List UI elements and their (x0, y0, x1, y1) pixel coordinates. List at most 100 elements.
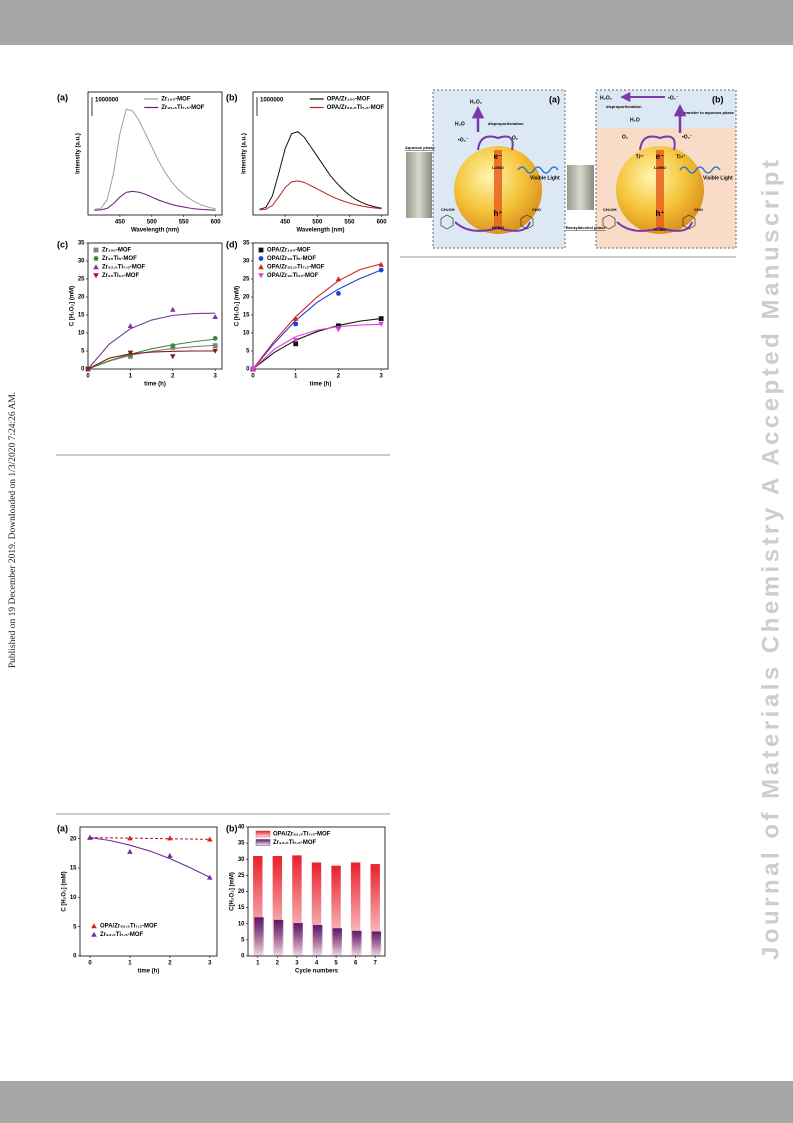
marker (378, 261, 384, 267)
legend-swatch (93, 247, 99, 253)
schematic-a: (a) H₂O₂ H₂O disproportionation •O₂⁻ O₂ … (405, 89, 566, 249)
label: H₂O₂ (600, 95, 612, 101)
bar (292, 855, 302, 956)
marker (212, 343, 218, 348)
x-tick-label: 450 (115, 220, 126, 226)
marker (127, 848, 133, 854)
x-tick-label: 2 (276, 961, 280, 967)
panel-label: (c) (57, 239, 68, 249)
x-axis-title: Wavelength (nm) (296, 228, 344, 234)
panel-border (595, 89, 737, 249)
label: LUMO (492, 165, 504, 170)
marker (212, 348, 219, 354)
label: Benzylalcohol phase (566, 225, 606, 230)
line (94, 190, 216, 211)
y-axis-title: Intensity (a.u.) (242, 133, 248, 174)
legend-label: OPA/Zr₉₂.₅Ti₇.₅-MOF (100, 924, 158, 930)
y-axis-title: Intensity (a.u.) (76, 133, 82, 174)
marker (378, 316, 384, 321)
bar (272, 856, 283, 956)
marker (167, 835, 173, 841)
fit-line (252, 323, 382, 370)
x-tick-label: 5 (334, 961, 338, 967)
label: H₂O (455, 121, 465, 127)
y-tick-label: 20 (238, 889, 245, 895)
x-tick-label: 3 (295, 961, 299, 967)
y-tick-label: 0 (241, 954, 245, 960)
ring (520, 214, 534, 230)
y-axis-title: C [H₂O₂] (mM) (235, 286, 241, 326)
legend-label: Zr₉₅Ti₅-MOF (102, 256, 137, 262)
x-tick-label: 550 (179, 220, 190, 226)
bar (331, 865, 341, 956)
vial (567, 165, 594, 210)
legend-label: OPA/Zr₉₂.₅Ti₇.₅-MOF (273, 832, 331, 838)
x-tick-label: 2 (168, 961, 172, 967)
label: •O₂⁻ (668, 95, 679, 101)
line (94, 108, 216, 210)
y-tick-label: 5 (246, 349, 250, 355)
bar (352, 930, 362, 956)
fit-line (87, 338, 216, 370)
x-tick-label: 1 (256, 961, 260, 967)
y-tick-label: 5 (241, 937, 245, 943)
marker (292, 338, 299, 343)
x-axis-title: Wavelength (nm) (131, 228, 179, 234)
y-axis-title: C [H₂O₂] (mM) (70, 286, 76, 326)
label: transfer to aqueous phase (684, 110, 735, 115)
marker (335, 276, 342, 282)
y-tick-label: 30 (243, 259, 250, 265)
legend-swatch (93, 273, 99, 279)
bar (350, 862, 361, 956)
y-tick-label: 0 (81, 367, 85, 373)
y-tick-label: 40 (238, 825, 245, 831)
legend-label: OPA/Zr₁₀₀-MOF (327, 97, 371, 103)
light-wave (679, 166, 721, 174)
y-tick-label: 35 (78, 241, 85, 247)
legend-swatch (91, 931, 97, 937)
panel-label: (a) (57, 92, 68, 102)
band (656, 150, 664, 228)
x-tick-label: 500 (147, 220, 158, 226)
ring (682, 214, 696, 230)
x-axis-title: Cycle numbers (295, 969, 339, 975)
y-axis-title: C [H₂O₂] (mM) (62, 871, 68, 911)
x-tick-label: 0 (251, 374, 255, 380)
label: h⁺ (493, 209, 502, 218)
legend-swatch (255, 839, 271, 846)
marker (212, 336, 218, 341)
fit-line (89, 837, 211, 878)
bar (332, 928, 342, 956)
legend-label: Zr₁₀₀-MOF (102, 248, 132, 254)
marker (85, 366, 91, 372)
y-tick-label: 15 (243, 313, 250, 319)
label: •O₂⁻ (682, 134, 693, 140)
legend-swatch (255, 830, 271, 838)
x-tick-label: 3 (214, 374, 218, 380)
panel-label: (d) (226, 239, 238, 249)
x-tick-label: 6 (354, 961, 358, 967)
marker (336, 291, 341, 296)
arrow (477, 135, 514, 151)
label: e⁻ (494, 152, 503, 161)
plot-frame (87, 91, 223, 216)
x-tick-label: 600 (377, 220, 388, 226)
marker (127, 323, 134, 328)
label: Ti⁴⁺ (676, 154, 686, 160)
y-tick-label: 30 (78, 259, 85, 265)
band (494, 150, 502, 228)
panel-label: (b) (226, 92, 238, 102)
bar (254, 917, 264, 956)
light-wave (517, 166, 559, 174)
y-tick-label: 30 (238, 857, 245, 863)
label: CHO (694, 207, 703, 212)
marker (170, 354, 176, 360)
y-tick-label: 5 (73, 924, 77, 930)
label: •O₂⁻ (458, 137, 469, 143)
panel-label: (a) (57, 823, 68, 833)
legend-label: Zr₉₂.₅Ti₇.₅-MOF (100, 932, 143, 938)
y-tick-label: 10 (238, 921, 245, 927)
label: CH₂OH (603, 207, 617, 212)
label: h⁺ (655, 209, 664, 218)
y-tick-label: 10 (70, 895, 77, 901)
